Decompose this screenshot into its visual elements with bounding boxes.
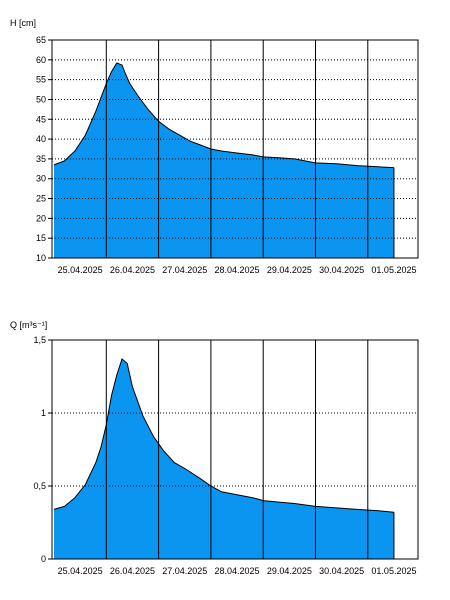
x-tick-label: 26.04.2025 [110, 566, 155, 576]
y-tick-label: 0,5 [33, 481, 46, 491]
series-area [54, 63, 394, 258]
y-tick-label: 20 [36, 213, 46, 223]
y-tick-label: 1 [41, 408, 46, 418]
x-tick-label: 25.04.2025 [58, 566, 103, 576]
y-axis-label: H [cm] [10, 18, 36, 28]
y-tick-label: 15 [36, 233, 46, 243]
y-tick-label: 30 [36, 174, 46, 184]
y-tick-label: 55 [36, 75, 46, 85]
x-tick-label: 28.04.2025 [215, 265, 260, 275]
x-tick-label: 30.04.2025 [319, 566, 364, 576]
y-tick-label: 50 [36, 94, 46, 104]
y-tick-label: 0 [41, 554, 46, 564]
y-tick-label: 35 [36, 154, 46, 164]
x-tick-label: 27.04.2025 [162, 566, 207, 576]
x-tick-label: 25.04.2025 [58, 265, 103, 275]
x-tick-label: 29.04.2025 [267, 265, 312, 275]
y-tick-label: 10 [36, 253, 46, 263]
x-tick-label: 01.05.2025 [371, 265, 416, 275]
plot-frame [51, 39, 419, 259]
water-level-chart: 10 15 20 25 30 35 40 45 50 55 60 65 25.04.2025 26.04.… [10, 18, 419, 275]
discharge-chart: 0 0,5 1 1,5 25.04.2025 26.04.2025 27.04.2025 28… [10, 320, 419, 576]
x-tick-label: 27.04.2025 [162, 265, 207, 275]
x-tick-label: 28.04.2025 [215, 566, 260, 576]
x-tick-label: 29.04.2025 [267, 566, 312, 576]
y-tick-label: 45 [36, 114, 46, 124]
y-tick-label: 25 [36, 194, 46, 204]
x-tick-label: 01.05.2025 [371, 566, 416, 576]
x-tick-label: 26.04.2025 [110, 265, 155, 275]
plot-frame [51, 339, 419, 560]
series-area [54, 359, 394, 559]
series-line [53, 358, 394, 513]
y-tick-label: 65 [36, 35, 46, 45]
y-tick-label: 60 [36, 55, 46, 65]
y-tick-label: 40 [36, 134, 46, 144]
x-tick-label: 30.04.2025 [319, 265, 364, 275]
y-axis-label: Q [m³s⁻¹] [10, 320, 47, 330]
y-tick-label: 1,5 [33, 335, 46, 345]
